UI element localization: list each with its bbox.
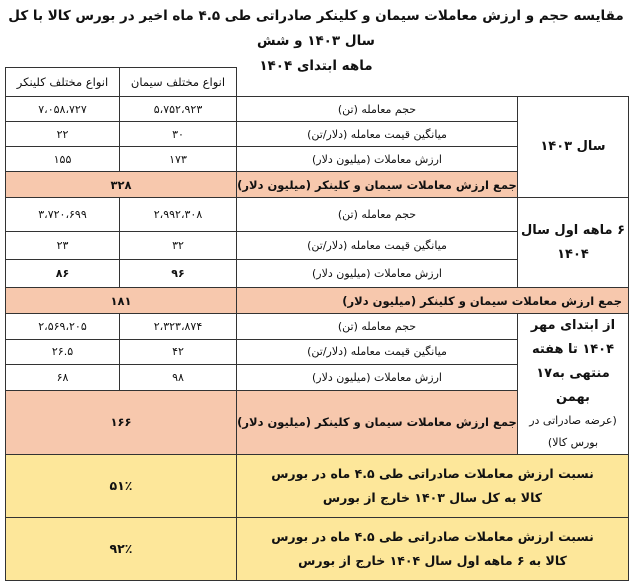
ratio-label: نسبت ارزش معاملات صادراتی طی ۴.۵ ماه در … (236, 454, 629, 518)
cement-value: ۵،۷۵۲،۹۲۳ (119, 96, 237, 122)
title-line-2: ماهه ابتدای ۱۴۰۴ (259, 58, 373, 74)
period-cell: سال ۱۴۰۳ (517, 96, 629, 198)
cement-value: ۳۰ (119, 121, 237, 147)
table-row: از ابتدای مهر ۱۴۰۴ تا هفته منتهی به۱۷ به… (5, 313, 629, 455)
row-label: ارزش معاملات (میلیون دلار) (236, 146, 518, 172)
cement-value: ۲،۹۹۲،۳۰۸ (119, 197, 237, 232)
sum-value: ۱۸۱ (5, 287, 237, 314)
ratio-row: نسبت ارزش معاملات صادراتی طی ۴.۵ ماه در … (5, 454, 629, 518)
ratio-value: ۵۱٪ (5, 454, 237, 518)
header-cement: انواع مختلف سیمان (119, 67, 237, 97)
row-label: حجم معامله (تن) (236, 313, 518, 340)
sum-row: جمع ارزش معاملات سیمان و کلینکر (میلیون … (5, 287, 629, 314)
sum-label: جمع ارزش معاملات سیمان و کلینکر (میلیون … (236, 389, 518, 456)
row-label: میانگین قیمت معامله (دلار/تن) (236, 121, 518, 147)
clinker-value: ۲۶.۵ (5, 338, 120, 366)
clinker-value: ۲۳ (5, 231, 120, 260)
cement-value: ۳۲ (119, 231, 237, 260)
table-row: ارزش معاملات (میلیون دلار) ۹۸ ۶۸ (5, 364, 629, 391)
table-row: ارزش معاملات (میلیون دلار) ۱۷۳ ۱۵۵ (5, 146, 629, 172)
sum-row: جمع ارزش معاملات سیمان و کلینکر (میلیون … (5, 171, 629, 198)
table-row: ارزش معاملات (میلیون دلار) ۹۶ ۸۶ (5, 259, 629, 288)
comparison-table: انواع مختلف سیمان انواع مختلف کلینکر سال… (5, 67, 629, 581)
table-row: میانگین قیمت معامله (دلار/تن) ۳۰ ۲۲ (5, 121, 629, 147)
sum-value: ۳۲۸ (5, 171, 237, 198)
row-label: حجم معامله (تن) (236, 96, 518, 122)
cement-value: ۲،۳۲۳،۸۷۴ (119, 313, 237, 340)
ratio-row: نسبت ارزش معاملات صادراتی طی ۴.۵ ماه در … (5, 517, 629, 581)
clinker-value: ۶۸ (5, 364, 120, 391)
row-label: حجم معامله (تن) (236, 197, 518, 232)
row-label: میانگین قیمت معامله (دلار/تن) (236, 338, 518, 366)
cement-value: ۱۷۳ (119, 146, 237, 172)
clinker-value: ۳،۷۲۰،۶۹۹ (5, 197, 120, 232)
ratio-label: نسبت ارزش معاملات صادراتی طی ۴.۵ ماه در … (236, 517, 629, 581)
cement-value: ۴۲ (119, 338, 237, 366)
clinker-value: ۲۲ (5, 121, 120, 147)
clinker-value: ۸۶ (5, 259, 120, 288)
row-label: ارزش معاملات (میلیون دلار) (236, 259, 518, 288)
period-note: (عرضه صادراتی در بورس کالا) (529, 414, 617, 449)
period-cell: ۶ ماهه اول سال ۱۴۰۴ (517, 197, 629, 288)
row-label: میانگین قیمت معامله (دلار/تن) (236, 231, 518, 260)
sum-label: جمع ارزش معاملات سیمان و کلینکر (میلیون … (236, 171, 518, 198)
clinker-value: ۲،۵۶۹،۲۰۵ (5, 313, 120, 340)
sum-value: ۱۶۶ (5, 389, 237, 456)
header-clinker: انواع مختلف کلینکر (5, 67, 120, 97)
title-line-1: مقایسه حجم و ارزش معاملات سیمان و کلینکر… (8, 8, 624, 49)
clinker-value: ۷،۰۵۸،۷۲۷ (5, 96, 120, 122)
table-row: میانگین قیمت معامله (دلار/تن) ۳۲ ۲۳ (5, 231, 629, 260)
sum-label: جمع ارزش معاملات سیمان و کلینکر (میلیون … (236, 287, 629, 314)
table-row: سال ۱۴۰۳ حجم معامله (تن) ۵،۷۵۲،۹۲۳ ۷،۰۵۸… (5, 96, 629, 198)
cement-value: ۹۶ (119, 259, 237, 288)
sum-row: جمع ارزش معاملات سیمان و کلینکر (میلیون … (5, 389, 629, 456)
cement-value: ۹۸ (119, 364, 237, 391)
row-label: ارزش معاملات (میلیون دلار) (236, 364, 518, 391)
period-cell: از ابتدای مهر ۱۴۰۴ تا هفته منتهی به۱۷ به… (517, 313, 629, 455)
ratio-value: ۹۲٪ (5, 517, 237, 581)
table-row: ۶ ماهه اول سال ۱۴۰۴ حجم معامله (تن) ۲،۹۹… (5, 197, 629, 288)
clinker-value: ۱۵۵ (5, 146, 120, 172)
header-row: انواع مختلف سیمان انواع مختلف کلینکر (5, 67, 629, 97)
page-title: مقایسه حجم و ارزش معاملات سیمان و کلینکر… (0, 0, 632, 74)
